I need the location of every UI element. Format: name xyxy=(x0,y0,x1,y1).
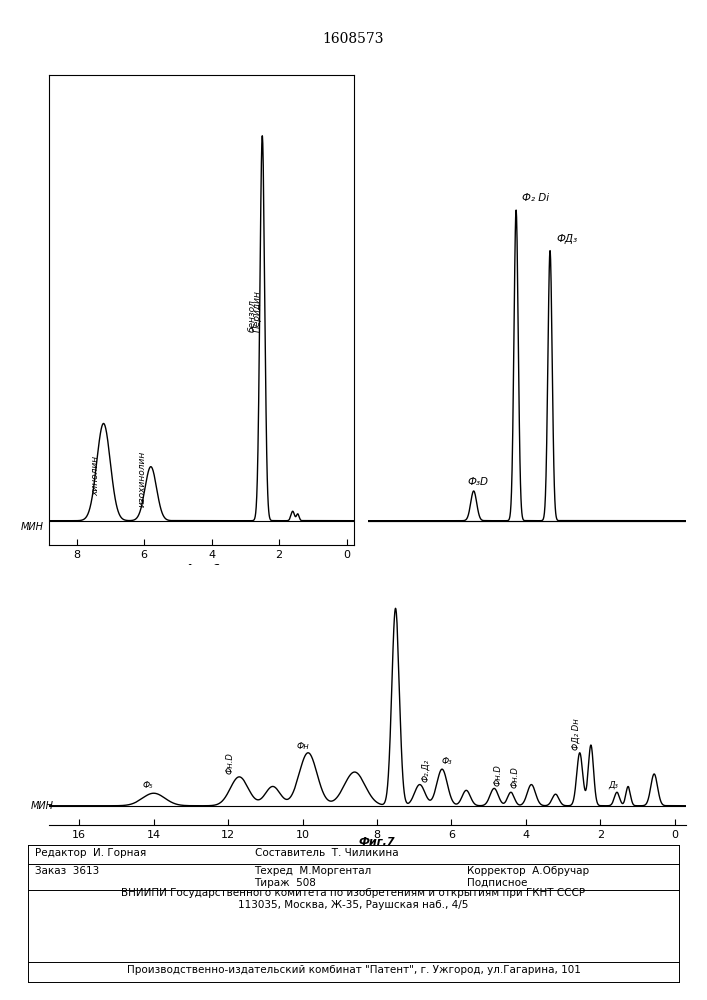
Text: Фиг.7: Фиг.7 xyxy=(358,837,395,847)
Text: 113035, Москва, Ж-35, Раушская наб., 4/5: 113035, Москва, Ж-35, Раушская наб., 4/5 xyxy=(238,900,469,910)
Text: Перидин: Перидин xyxy=(252,290,262,332)
Text: 1608573: 1608573 xyxy=(323,32,384,46)
Text: Ф₂.Д₂: Ф₂.Д₂ xyxy=(421,759,430,782)
Text: Фн: Фн xyxy=(296,742,309,751)
Text: хинолин: хинолин xyxy=(92,456,100,496)
Text: Фиг.6: Фиг.6 xyxy=(183,564,220,574)
Text: ФД₃: ФД₃ xyxy=(556,234,578,244)
Text: Ф₂ Di: Ф₂ Di xyxy=(522,193,549,203)
Text: изохинолин: изохинолин xyxy=(138,451,147,507)
Text: Фн.D: Фн.D xyxy=(493,764,503,786)
Text: Составитель  Т. Чиликина: Составитель Т. Чиликина xyxy=(255,848,398,858)
Text: Фн.D: Фн.D xyxy=(226,752,235,774)
Text: Фн.D: Фн.D xyxy=(510,767,519,788)
Text: Корректор  А.Обручар: Корректор А.Обручар xyxy=(467,866,589,876)
Text: Подписное: Подписное xyxy=(467,878,527,888)
Text: МИН: МИН xyxy=(31,801,54,811)
Text: Редактор  И. Горная: Редактор И. Горная xyxy=(35,848,146,858)
Text: Ф₃D: Ф₃D xyxy=(467,477,489,487)
Text: Техред  М.Моргентал: Техред М.Моргентал xyxy=(255,866,372,876)
Text: Заказ  3613: Заказ 3613 xyxy=(35,866,100,876)
Text: Ф₃: Ф₃ xyxy=(442,757,452,766)
Text: Ф₅: Ф₅ xyxy=(143,781,153,790)
Text: Производственно-издательский комбинат "Патент", г. Ужгород, ул.Гагарина, 101: Производственно-издательский комбинат "П… xyxy=(127,965,580,975)
Text: Д₃: Д₃ xyxy=(608,780,618,789)
Text: бензол: бензол xyxy=(247,299,257,332)
Text: ВНИИПИ Государственного комитета по изобретениям и открытиям при ГКНТ СССР: ВНИИПИ Государственного комитета по изоб… xyxy=(122,888,585,898)
Text: МИН: МИН xyxy=(21,522,44,532)
Text: ФД₂ Dн: ФД₂ Dн xyxy=(571,718,580,750)
Text: Тираж  508: Тираж 508 xyxy=(255,878,317,888)
